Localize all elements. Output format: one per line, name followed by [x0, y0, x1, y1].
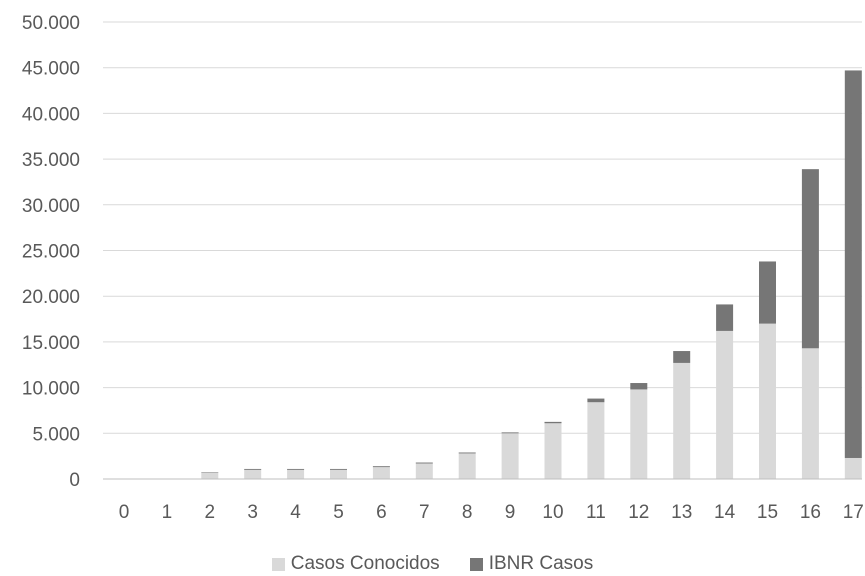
- gridlines: [103, 21, 862, 434]
- legend: Casos Conocidos IBNR Casos: [0, 552, 865, 576]
- bar-ibnr-casos: [415, 462, 433, 464]
- bar-casos-conocidos: [844, 457, 862, 479]
- legend-swatch-ibnr-casos: [469, 557, 483, 571]
- bar-casos-conocidos: [801, 348, 819, 479]
- y-tick-label: 25.000: [22, 242, 80, 263]
- bar-ibnr-casos: [501, 432, 519, 434]
- x-tick-label: 10: [542, 502, 563, 523]
- y-axis-tick-labels: 0 5.000 10.000 15.000 20.000 25.000 30.000 35.0…: [22, 13, 80, 491]
- bar-ibnr-casos: [673, 351, 691, 363]
- bar-ibnr-casos: [244, 468, 262, 470]
- bar-ibnr-casos: [458, 452, 476, 454]
- stacked-bar-chart: 0 5.000 10.000 15.000 20.000 25.000 30.000 35.0…: [22, 13, 864, 523]
- bar-casos-conocidos: [244, 469, 262, 479]
- x-tick-label: 14: [714, 502, 736, 523]
- y-tick-label: 50.000: [22, 13, 80, 34]
- bar-casos-conocidos: [330, 469, 347, 479]
- y-tick-label: 40.000: [22, 104, 80, 125]
- x-tick-label: 2: [205, 502, 216, 523]
- x-tick-label: 15: [757, 502, 778, 523]
- x-tick-label: 3: [247, 502, 258, 523]
- bar-casos-conocidos: [372, 467, 390, 479]
- x-tick-label: 7: [419, 502, 430, 523]
- x-tick-label: 9: [505, 502, 516, 523]
- x-tick-label: 6: [376, 502, 387, 523]
- bar-ibnr-casos: [759, 261, 776, 324]
- bar-ibnr-casos: [801, 169, 819, 349]
- bar-ibnr-casos: [630, 383, 648, 390]
- x-tick-label: 8: [462, 502, 473, 523]
- bar-casos-conocidos: [587, 402, 605, 479]
- bar-casos-conocidos: [544, 423, 562, 479]
- bar-ibnr-casos: [844, 70, 862, 458]
- bar-ibnr-casos: [587, 398, 605, 403]
- y-tick-label: 0: [69, 470, 80, 491]
- x-tick-label: 11: [586, 502, 606, 523]
- bar-casos-conocidos: [415, 463, 433, 479]
- bar-series: [158, 70, 862, 479]
- x-tick-label: 17: [843, 502, 864, 523]
- legend-item-ibnr-casos: IBNR Casos: [469, 553, 594, 575]
- bar-ibnr-casos: [716, 304, 734, 331]
- bar-ibnr-casos: [287, 468, 305, 470]
- legend-swatch-casos-conocidos: [271, 557, 285, 571]
- x-tick-label: 12: [628, 502, 649, 523]
- y-tick-label: 30.000: [22, 196, 80, 217]
- x-tick-label: 0: [119, 502, 130, 523]
- y-tick-label: 35.000: [22, 150, 80, 171]
- legend-label-casos-conocidos: Casos Conocidos: [290, 553, 440, 574]
- y-tick-label: 15.000: [22, 333, 80, 354]
- bar-casos-conocidos: [673, 362, 691, 479]
- legend-label-ibnr-casos: IBNR Casos: [488, 553, 594, 574]
- x-tick-label: 16: [800, 502, 821, 523]
- bar-ibnr-casos: [544, 421, 562, 424]
- bar-casos-conocidos: [458, 453, 476, 479]
- x-tick-label: 5: [333, 502, 344, 523]
- y-tick-label: 5.000: [32, 424, 80, 445]
- x-axis-tick-labels: 0 1 2 3 4 5 6 7 8 9 10 11 12 13 14 15 16 17: [119, 502, 864, 523]
- legend-item-casos-conocidos: Casos Conocidos: [271, 553, 440, 575]
- bar-ibnr-casos: [330, 468, 347, 470]
- bar-ibnr-casos: [372, 466, 390, 468]
- bar-casos-conocidos: [759, 323, 776, 479]
- bar-casos-conocidos: [630, 389, 648, 479]
- x-tick-label: 1: [162, 502, 173, 523]
- x-tick-label: 4: [290, 502, 301, 523]
- y-tick-label: 10.000: [22, 379, 80, 400]
- bar-casos-conocidos: [716, 330, 734, 479]
- bar-casos-conocidos: [201, 472, 219, 479]
- x-tick-label: 13: [671, 502, 692, 523]
- y-tick-label: 45.000: [22, 59, 80, 80]
- y-tick-label: 20.000: [22, 287, 80, 308]
- bar-casos-conocidos: [501, 433, 519, 479]
- bar-casos-conocidos: [287, 469, 305, 479]
